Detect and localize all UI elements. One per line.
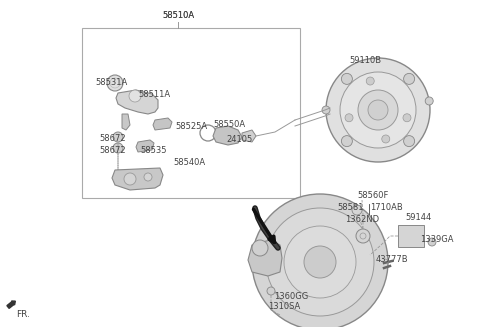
Polygon shape [248, 240, 282, 276]
Text: 1710AB: 1710AB [370, 203, 403, 212]
Text: 58581: 58581 [337, 203, 363, 212]
Text: 58540A: 58540A [173, 158, 205, 167]
Text: 59110B: 59110B [349, 56, 381, 65]
Text: 1339GA: 1339GA [420, 235, 454, 244]
Circle shape [404, 136, 415, 146]
Circle shape [144, 173, 152, 181]
Text: 58672: 58672 [99, 146, 126, 155]
Circle shape [252, 240, 268, 256]
Polygon shape [153, 118, 172, 130]
Circle shape [382, 135, 390, 143]
FancyArrow shape [7, 301, 15, 308]
Text: 58560F: 58560F [357, 191, 388, 200]
Polygon shape [136, 140, 154, 152]
Text: 1362ND: 1362ND [345, 215, 379, 224]
Text: 58525A: 58525A [175, 122, 207, 131]
Text: 58531A: 58531A [95, 78, 127, 87]
Circle shape [341, 73, 352, 84]
Text: 1360GG: 1360GG [274, 292, 308, 301]
Text: 58535: 58535 [140, 146, 167, 155]
Circle shape [340, 72, 416, 148]
Circle shape [428, 238, 436, 246]
Circle shape [425, 97, 433, 105]
Circle shape [124, 173, 136, 185]
Text: 24105: 24105 [226, 135, 252, 144]
Bar [82, 28, 300, 198]
Circle shape [304, 246, 336, 278]
Circle shape [341, 136, 352, 146]
Circle shape [113, 143, 123, 153]
Circle shape [356, 229, 370, 243]
Circle shape [345, 114, 353, 122]
Circle shape [129, 90, 141, 102]
Circle shape [322, 106, 330, 114]
Text: 58510A: 58510A [162, 11, 194, 20]
Circle shape [368, 100, 388, 120]
Circle shape [267, 287, 275, 295]
Text: FR.: FR. [16, 310, 30, 319]
Circle shape [107, 75, 123, 91]
Circle shape [266, 208, 374, 316]
Polygon shape [112, 168, 163, 190]
Circle shape [352, 205, 362, 215]
Text: 1310SA: 1310SA [268, 302, 300, 311]
Text: 58511A: 58511A [138, 90, 170, 99]
Circle shape [403, 114, 411, 122]
Bar [398, 225, 424, 247]
Polygon shape [122, 114, 130, 130]
Circle shape [252, 194, 388, 327]
Polygon shape [116, 90, 158, 114]
Circle shape [326, 58, 430, 162]
Polygon shape [242, 130, 256, 142]
Text: 59144: 59144 [405, 213, 431, 222]
Text: 58510A: 58510A [162, 11, 194, 20]
Circle shape [366, 77, 374, 85]
Text: 58550A: 58550A [213, 120, 245, 129]
Circle shape [404, 73, 415, 84]
Text: 58672: 58672 [99, 134, 126, 143]
Circle shape [358, 90, 398, 130]
Circle shape [113, 132, 123, 142]
Polygon shape [213, 126, 242, 145]
Circle shape [284, 226, 356, 298]
Text: 43777B: 43777B [376, 255, 408, 264]
